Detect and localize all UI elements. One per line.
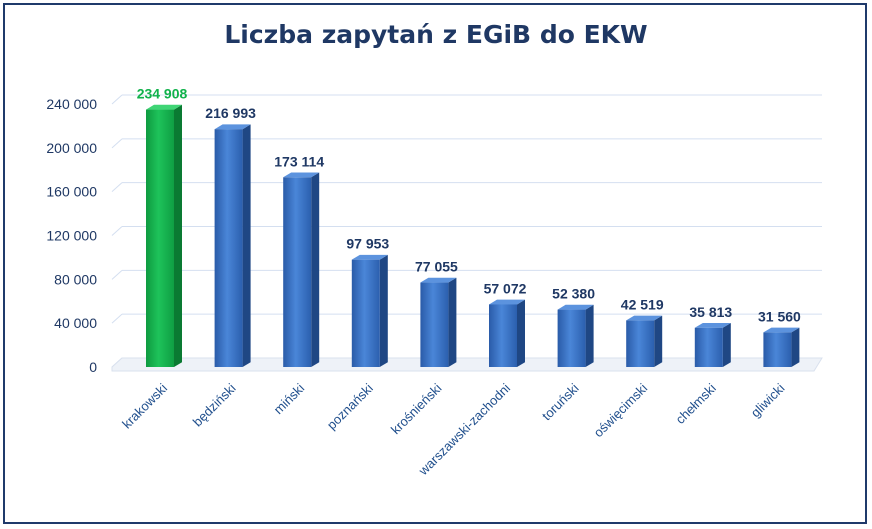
bar-front — [420, 282, 449, 367]
bar-side — [585, 304, 594, 367]
bar-krośnieński — [420, 277, 457, 367]
data-label: 35 813 — [689, 304, 732, 320]
x-axis: krakowski będziński miński poznański krośnie… — [119, 380, 787, 478]
data-label: 234 908 — [137, 86, 188, 102]
x-tick-label: oświęcimski — [591, 380, 651, 440]
bar-front — [694, 327, 723, 367]
data-label: 42 519 — [621, 296, 664, 312]
bar-side — [379, 254, 388, 367]
data-label: 97 953 — [346, 236, 389, 252]
bar-front — [557, 309, 586, 367]
y-tick-label: 0 — [89, 359, 97, 375]
bar-side — [517, 299, 525, 367]
data-label: 77 055 — [415, 259, 458, 275]
y-tick-label: 120 000 — [46, 228, 97, 244]
bar-top — [351, 254, 388, 260]
x-tick-label: krośnieński — [388, 380, 445, 437]
grid-line-depth — [111, 182, 123, 193]
bar-top — [283, 172, 320, 178]
data-label: 173 114 — [274, 153, 324, 169]
grid-line-depth — [111, 313, 123, 324]
data-label: 52 380 — [552, 286, 595, 302]
bar-top — [420, 277, 457, 283]
bar-top — [557, 304, 594, 310]
x-tick-label: będziński — [190, 380, 239, 429]
bar-front — [489, 304, 517, 367]
y-tick-label: 40 000 — [54, 315, 97, 331]
x-tick-label: toruński — [539, 380, 582, 423]
bar-front — [214, 129, 243, 367]
x-tick-label: krakowski — [119, 380, 170, 431]
bar-top — [694, 322, 731, 328]
bar-top — [214, 124, 251, 130]
x-tick-label: poznański — [324, 380, 376, 432]
x-tick-label: miński — [271, 380, 308, 417]
bar-chełmski — [694, 322, 731, 367]
x-tick-label: chełmski — [673, 380, 719, 426]
bar-gliwicki — [763, 327, 800, 367]
bar-toruński — [557, 304, 594, 367]
bar-poznański — [351, 254, 388, 367]
data-label: 31 560 — [758, 308, 801, 324]
chart-title: Liczba zapytań z EGiB do EKW — [224, 20, 648, 49]
bar-side — [448, 277, 457, 367]
bar-front — [146, 109, 174, 367]
grid-line-depth — [111, 269, 123, 280]
bar-side — [242, 124, 251, 367]
bar-top — [763, 327, 800, 333]
bar-top — [146, 104, 182, 110]
data-label: 216 993 — [205, 105, 256, 121]
y-tick-label: 240 000 — [46, 96, 97, 112]
y-tick-label: 160 000 — [46, 184, 97, 200]
bar-krakowski — [146, 104, 182, 368]
bar-side — [654, 315, 663, 367]
y-tick-label: 200 000 — [46, 140, 97, 156]
y-tick-label: 80 000 — [54, 271, 97, 287]
data-labels: 234 908 216 993 173 114 97 953 77 055 57 072 5… — [137, 86, 801, 325]
bar-front — [763, 332, 792, 367]
grid-line-depth — [111, 226, 123, 236]
bar-side — [174, 104, 182, 368]
bar-top — [626, 315, 663, 321]
bar-side — [311, 172, 320, 367]
bars — [146, 104, 800, 368]
bar-side — [791, 327, 800, 367]
data-label: 57 072 — [484, 280, 527, 296]
bar-front — [351, 259, 380, 367]
y-axis: 0 40 000 80 000 120 000 160 000 200 000 240 00… — [46, 96, 97, 375]
bar-oświęcimski — [626, 315, 663, 367]
bar-warszawski-zachodni — [489, 299, 525, 367]
bar-miński — [283, 172, 320, 367]
bar-side — [722, 322, 731, 367]
grid-line-depth — [111, 94, 123, 105]
bar-front — [283, 177, 312, 367]
bar-front — [626, 320, 655, 367]
bar-top — [489, 299, 525, 305]
grid-line-depth — [111, 138, 123, 149]
bar-będziński — [214, 124, 251, 367]
x-tick-label: gliwicki — [748, 380, 788, 420]
